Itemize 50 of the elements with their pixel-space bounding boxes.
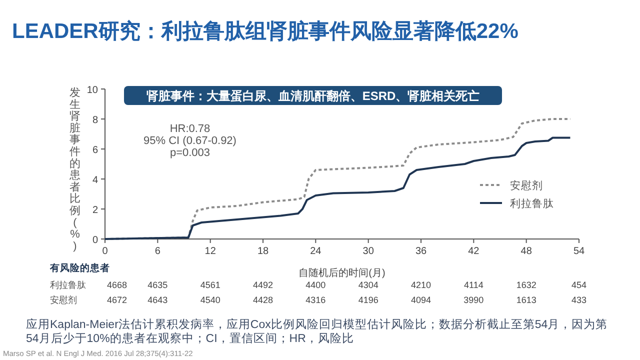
- x-tick-label: 18: [257, 246, 269, 257]
- x-tick-label: 54: [573, 246, 585, 257]
- x-tick-label: 6: [154, 246, 161, 257]
- text: 4114: [464, 280, 484, 290]
- x-tick-label: 0: [102, 246, 108, 257]
- x-tick-label: 42: [468, 246, 480, 257]
- text: 4316: [306, 295, 326, 305]
- x-tick-label: 24: [310, 246, 322, 257]
- text: 4672: [106, 295, 128, 305]
- text: 应用Kaplan-Meier法估计累积发病率，应用Cox比例风险回归模型估计风险比；数据分析截止至第54月，因为第54月后少于10%的患者在观察中；CI，置信区间；HR，风险比: [26, 318, 609, 346]
- text: 4643: [148, 295, 168, 305]
- legend-label: 利拉鲁肽: [510, 197, 554, 210]
- x-tick-label: 48: [520, 246, 532, 257]
- text: 有风险的患者: [49, 262, 110, 274]
- line-series: [104, 136, 572, 240]
- text: 4304: [358, 280, 378, 290]
- text: 利拉鲁肽: [50, 280, 86, 290]
- text: 4400: [306, 280, 326, 290]
- annotation: p=0.003: [170, 147, 210, 159]
- text: 4561: [200, 280, 220, 290]
- text: 发生肾脏事件的患者比例(%): [70, 87, 80, 252]
- annotation: 95% CI (0.67-0.92): [144, 135, 236, 147]
- x-tick-label: 12: [204, 246, 216, 257]
- text: 4210: [410, 280, 432, 290]
- text: 4668: [106, 280, 128, 290]
- annotation: HR:0.78: [170, 123, 210, 135]
- text: 4540: [200, 295, 220, 305]
- text: 安慰剂: [50, 295, 77, 305]
- text: 454: [571, 280, 587, 290]
- text: 1632: [516, 280, 536, 290]
- y-tick-label: 8: [92, 115, 98, 126]
- text: 4196: [358, 295, 378, 305]
- chart-subtitle: 肾脏事件：大量蛋白尿、血清肌酐翻倍、ESRD、肾脏相关死亡: [146, 89, 480, 103]
- text: 4492: [252, 280, 274, 290]
- text: 433: [571, 295, 587, 305]
- text: 4428: [252, 295, 274, 305]
- y-tick-label: 10: [86, 85, 98, 96]
- y-tick-label: 2: [92, 205, 98, 216]
- text: 4635: [148, 280, 168, 290]
- text: 4094: [410, 295, 432, 305]
- text: 1613: [516, 295, 536, 305]
- x-axis-title: 自随机后的时间(月): [298, 267, 386, 279]
- x-tick-label: 30: [362, 246, 374, 257]
- y-tick-label: 6: [92, 145, 98, 156]
- x-tick-label: 36: [415, 246, 427, 257]
- chart-title: LEADER研究：利拉鲁肽组肾脏事件风险显著降低22%: [12, 19, 519, 43]
- y-tick-label: 4: [92, 175, 98, 186]
- legend-label: 安慰剂: [510, 179, 543, 192]
- y-tick-label: 0: [92, 235, 98, 246]
- text: 3990: [464, 295, 484, 305]
